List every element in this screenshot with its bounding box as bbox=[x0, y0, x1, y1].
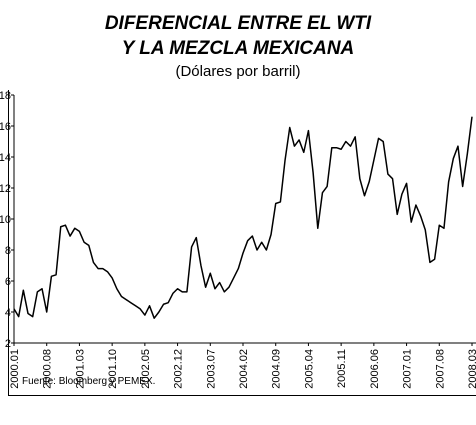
x-tick-label: 2008.03 bbox=[467, 349, 476, 389]
chart-title: Y LA MEZCLA MEXICANA bbox=[122, 38, 355, 59]
x-tick-label: 2000.08 bbox=[42, 349, 54, 389]
x-tick-label: 2001.03 bbox=[74, 349, 86, 389]
x-tick-label: 2000.01 bbox=[9, 349, 21, 389]
chart-subtitle: (Dólares por barril) bbox=[175, 63, 300, 80]
x-tick-label: 2007.08 bbox=[434, 349, 446, 389]
x-tick-label: 2003.07 bbox=[205, 349, 217, 389]
y-tick-label: 14 bbox=[0, 152, 11, 164]
x-tick-label: 2004.09 bbox=[271, 349, 283, 389]
y-tick-label: 10 bbox=[0, 214, 11, 226]
x-tick-label: 2002.05 bbox=[140, 349, 152, 389]
x-tick-label: 2007.01 bbox=[402, 349, 414, 389]
x-tick-label: 2006.06 bbox=[369, 349, 381, 389]
y-tick-label: 4 bbox=[5, 307, 11, 319]
y-tick-label: 16 bbox=[0, 121, 11, 133]
source: Fuente: Bloomberg y PEMEX. bbox=[22, 376, 155, 387]
x-tick-label: 2005.04 bbox=[303, 349, 315, 389]
chart-title: DIFERENCIAL ENTRE EL WTI bbox=[105, 13, 372, 34]
x-tick-label: 2005.11 bbox=[336, 349, 348, 388]
y-tick-label: 8 bbox=[5, 245, 11, 257]
x-tick-label: 2004.02 bbox=[238, 349, 250, 389]
x-tick-label: 2001.10 bbox=[107, 349, 119, 389]
y-tick-label: 12 bbox=[0, 183, 11, 195]
x-tick-label: 2002.12 bbox=[173, 349, 185, 389]
y-tick-label: 2 bbox=[5, 338, 11, 350]
series-line bbox=[13, 116, 473, 319]
y-tick-label: 6 bbox=[5, 276, 11, 288]
y-tick-label: 18 bbox=[0, 90, 11, 102]
